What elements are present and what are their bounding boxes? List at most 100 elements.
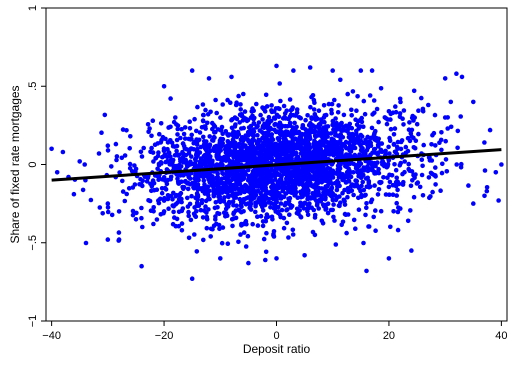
data-point [219,240,225,246]
data-point [139,154,145,159]
y-tick-label: 1 [27,5,39,11]
data-point [214,179,220,184]
data-point [336,103,341,108]
data-point [129,169,135,174]
data-point [275,210,281,216]
data-point [187,126,193,131]
data-point [454,71,459,76]
data-point [216,185,221,191]
data-point [138,149,144,155]
data-point [312,139,318,145]
data-point [182,125,188,130]
data-point [325,210,331,216]
data-point [163,187,169,192]
data-point [211,223,217,228]
data-point [305,142,310,148]
data-point [366,160,372,165]
data-point [281,215,287,221]
data-point [487,127,493,133]
data-point [409,134,414,139]
data-point [264,212,270,217]
data-point [407,138,413,144]
data-point [300,202,306,207]
data-point [248,123,254,129]
data-point [278,201,284,206]
data-point [375,192,381,197]
data-point [407,120,412,125]
data-point [345,194,350,200]
data-point [203,198,209,204]
data-point [439,147,444,153]
data-point [276,114,282,119]
data-point [153,155,159,161]
data-point [105,205,111,210]
data-point [413,172,418,177]
data-point [241,209,246,214]
data-point [215,171,220,177]
data-point [358,175,364,180]
data-point [407,168,413,173]
data-point [156,200,162,206]
data-point [340,177,345,183]
data-point [347,161,353,166]
data-point [333,133,338,138]
data-point [255,133,260,138]
data-point [161,209,167,214]
data-point [140,224,145,230]
data-point [251,121,257,126]
data-point [194,128,199,134]
data-point [139,215,144,221]
data-point [168,177,173,182]
data-point [367,93,373,98]
data-point [175,132,180,137]
data-point [175,166,180,172]
data-point [268,200,274,206]
y-axis: −1 −.5 0 .5 1 [27,5,46,327]
data-point [120,178,125,184]
data-point [268,191,274,196]
data-point [239,135,245,140]
data-point [157,131,162,137]
data-point [410,113,416,119]
data-point [241,125,246,131]
data-point [278,196,284,201]
data-point [348,174,354,180]
data-point [255,123,260,129]
data-point [273,129,279,135]
data-point [177,192,182,198]
data-point [329,101,335,107]
data-point [228,100,233,105]
data-point [247,154,252,159]
data-point [443,138,449,144]
data-point [334,124,339,130]
data-point [328,193,333,198]
data-point [105,209,111,215]
data-point [308,180,313,186]
data-point [433,165,438,170]
data-point [338,200,343,205]
data-point [116,230,122,235]
data-point [364,201,369,206]
data-point [133,217,139,222]
x-tick-label: 0 [273,330,279,342]
data-point [208,234,213,239]
data-point [391,209,396,214]
data-point [249,185,255,191]
data-point [263,137,268,142]
data-point [109,164,114,169]
data-point [290,227,296,233]
data-point [233,215,239,221]
data-point [168,96,173,101]
data-point [208,226,214,232]
data-point [287,212,292,217]
data-point [294,130,300,136]
data-point [186,235,192,241]
data-point [482,193,487,199]
data-point [276,137,282,143]
data-point [246,260,251,266]
data-point [266,142,272,148]
data-point [300,146,305,152]
data-point [416,108,421,113]
data-point [181,131,187,137]
data-point [102,112,108,118]
